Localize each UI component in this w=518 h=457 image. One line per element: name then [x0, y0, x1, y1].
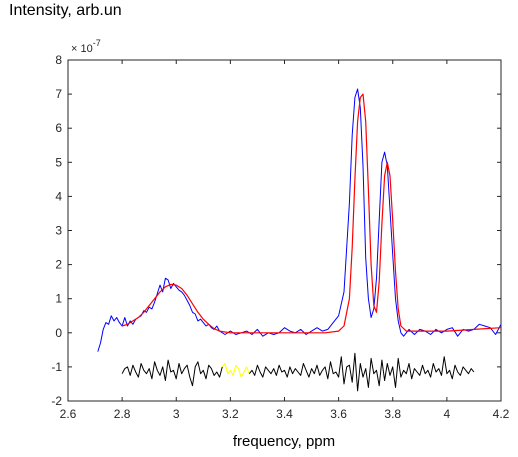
y-tick-label: 4 — [55, 189, 62, 203]
y-tick-label: 8 — [55, 53, 62, 67]
y-tick-label: -1 — [51, 360, 62, 374]
x-tick-label: 3.8 — [384, 407, 401, 421]
x-tick-label: 3 — [173, 407, 180, 421]
measured-line — [97, 88, 502, 352]
fit-line — [121, 93, 502, 334]
x-axis: 2.6 2.8 3 3.2 3.4 3.6 3.8 4 4.2 — [60, 60, 510, 421]
y-tick-label: 3 — [55, 224, 62, 238]
x-axis-label: frequency, ppm — [233, 433, 335, 450]
y-exponent-power: -7 — [93, 38, 101, 48]
x-tick-label: 3.2 — [222, 407, 239, 421]
x-tick-label: 3.4 — [276, 407, 293, 421]
y-tick-label: 7 — [55, 87, 62, 101]
series-layer — [97, 88, 502, 392]
x-tick-label: 2.6 — [60, 407, 77, 421]
y-tick-label: -2 — [51, 394, 62, 408]
y-tick-label: 5 — [55, 155, 62, 169]
residual-line — [121, 359, 223, 387]
x-tick-label: 4.2 — [493, 407, 510, 421]
residual-line — [248, 352, 475, 392]
residual-highlight-line — [221, 363, 250, 378]
y-tick-label: 0 — [55, 326, 62, 340]
y-tick-label: 1 — [55, 292, 62, 306]
plot-area — [67, 59, 502, 402]
x-tick-label: 4 — [444, 407, 451, 421]
y-exponent-base: × 10 — [71, 43, 93, 55]
x-tick-label: 2.8 — [114, 407, 131, 421]
chart-title: Intensity, arb.un — [9, 2, 122, 19]
y-tick-label: 6 — [55, 121, 62, 135]
y-tick-label: 2 — [55, 258, 62, 272]
x-tick-label: 3.6 — [330, 407, 347, 421]
y-axis: -2 -1 0 1 2 3 4 5 6 7 8 — [51, 53, 501, 408]
y-exponent-label: × 10-7 — [71, 38, 101, 55]
